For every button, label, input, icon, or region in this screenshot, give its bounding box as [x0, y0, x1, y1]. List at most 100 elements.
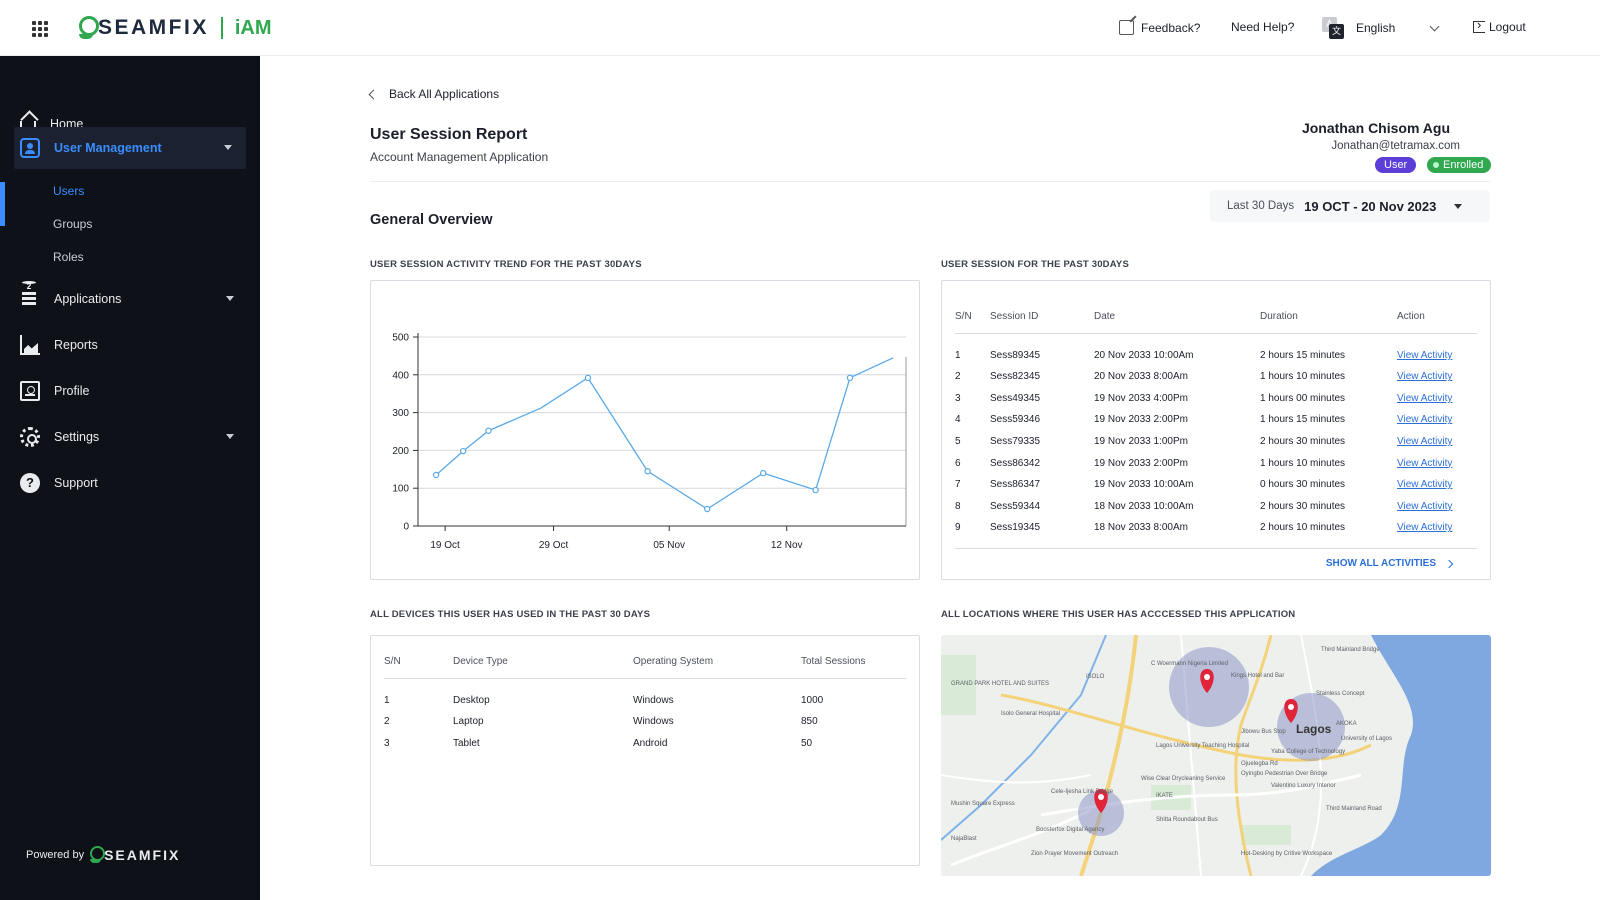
sidebar-item-support[interactable]: ? Support	[0, 462, 260, 504]
logout-icon	[1473, 17, 1485, 33]
x-tick-label: 29 Oct	[539, 540, 569, 551]
cell-session-id: Sess89345	[990, 350, 1041, 362]
cell-duration: 1 hours 10 minutes	[1260, 371, 1346, 383]
view-activity-link[interactable]: View Activity	[1397, 479, 1453, 491]
map-place-label: Oyingbo Pedestrian Over Bridge	[1241, 771, 1328, 777]
cell-device-type: Desktop	[453, 695, 490, 707]
cell-sn: 1	[384, 695, 390, 707]
help-link[interactable]: Need Help?	[1231, 20, 1294, 34]
devices-table: S/N Device Type Operating System Total S…	[384, 656, 906, 754]
sidebar-subitem-users[interactable]: Users	[53, 184, 85, 198]
caret-down-icon	[226, 434, 234, 439]
logout-button[interactable]: Logout	[1473, 17, 1526, 34]
map-place-label: Cele-Ijesha Link Bridge	[1051, 789, 1114, 795]
sidebar-item-settings[interactable]: Settings	[0, 416, 260, 458]
cell-device-type: Tablet	[453, 737, 480, 749]
view-activity-link[interactable]: View Activity	[1397, 436, 1453, 448]
data-point[interactable]	[812, 486, 819, 494]
table-row: 4 Sess59346 19 Nov 2033 2:00Pm 1 hours 15 m…	[955, 409, 1477, 431]
sidebar-item-reports[interactable]: Reports	[0, 324, 260, 366]
map-pin-icon[interactable]	[1094, 789, 1108, 813]
view-activity-link[interactable]: View Activity	[1397, 414, 1453, 426]
sidebar-subitem-groups[interactable]: Groups	[53, 217, 93, 231]
cell-session-id: Sess59344	[990, 500, 1041, 512]
view-activity-link[interactable]: View Activity	[1397, 371, 1453, 383]
table-row: 2 Laptop Windows 850	[384, 711, 906, 733]
user-management-icon	[20, 138, 40, 158]
y-tick-label: 300	[392, 408, 409, 419]
data-point[interactable]	[644, 467, 651, 475]
cell-duration: 2 hours 30 minutes	[1260, 436, 1346, 448]
sidebar-item-profile[interactable]: Profile	[0, 370, 260, 412]
sidebar-item-applications[interactable]: 2 Applications	[0, 278, 260, 320]
show-all-label: SHOW ALL ACTIVITIES	[1325, 558, 1436, 569]
map-pin-icon[interactable]	[1200, 669, 1214, 693]
powered-by-brand: SEAMFIX	[104, 846, 181, 863]
data-point[interactable]	[459, 447, 467, 455]
map-place-label: Ojuelegba Rd	[1241, 761, 1278, 767]
column-header: Total Sessions	[801, 656, 906, 679]
cell-session-id: Sess86347	[990, 479, 1041, 491]
cell-date: 19 Nov 2033 1:00Pm	[1094, 436, 1188, 448]
view-activity-link[interactable]: View Activity	[1397, 392, 1453, 404]
data-point[interactable]	[703, 505, 711, 513]
map-place-label: Yaba College of Technology	[1271, 749, 1345, 755]
status-badge: Enrolled	[1427, 157, 1492, 173]
app-grid-icon[interactable]	[32, 21, 48, 37]
sessions-card: S/N Session ID Date Duration Action 1 Ses…	[941, 280, 1491, 580]
cell-date: 19 Nov 2033 2:00Pm	[1094, 457, 1188, 469]
cell-duration: 2 hours 30 minutes	[1260, 500, 1346, 512]
map-place-label: Wise Clear Drycleaning Service	[1141, 776, 1226, 782]
table-row: 1 Sess89345 20 Nov 2033 10:00Am 2 hours 15 …	[955, 333, 1477, 366]
cell-session-id: Sess82345	[990, 371, 1041, 383]
cell-sn: 3	[955, 392, 961, 404]
data-point[interactable]	[760, 469, 767, 477]
x-tick-label: 19 Oct	[430, 540, 460, 551]
cell-os: Windows	[633, 716, 674, 728]
map-place-label: Lagos University Teaching Hospital	[1156, 743, 1249, 749]
chevron-left-icon	[368, 89, 379, 99]
map-pin-icon[interactable]	[1284, 699, 1298, 723]
view-activity-link[interactable]: View Activity	[1397, 350, 1453, 362]
data-point[interactable]	[584, 374, 592, 382]
back-label: Back All Applications	[389, 87, 500, 101]
map-place-label: Third Mainland Bridge	[1321, 647, 1380, 653]
cell-session-id: Sess86342	[990, 457, 1041, 469]
cell-session-id: Sess79335	[990, 436, 1041, 448]
date-range-filter[interactable]: Last 30 Days 19 OCT - 20 Nov 2023	[1210, 190, 1490, 222]
view-activity-link[interactable]: View Activity	[1397, 500, 1453, 512]
cell-action: View Activity	[1397, 431, 1477, 453]
cell-sn: 3	[384, 737, 390, 749]
locations-map[interactable]: Lagos ISOLO GRAND PARK HOTEL AND SUITES Is…	[941, 635, 1491, 876]
table-row: 3 Tablet Android 50	[384, 733, 906, 755]
cell-sn: 2	[384, 716, 390, 728]
cell-duration: 2 hours 10 minutes	[1260, 522, 1346, 534]
logout-label: Logout	[1489, 20, 1526, 34]
sidebar-item-user-management[interactable]: User Management	[14, 127, 246, 169]
view-activity-link[interactable]: View Activity	[1397, 457, 1453, 469]
cell-sn: 4	[955, 414, 961, 426]
back-link[interactable]: Back All Applications	[368, 87, 500, 101]
cell-duration: 0 hours 30 minutes	[1260, 479, 1346, 491]
map-place-label: Shitta Roundabout Bus	[1156, 817, 1218, 823]
feedback-link[interactable]: Feedback?	[1119, 20, 1200, 35]
cell-date: 20 Nov 2033 10:00Am	[1094, 350, 1194, 362]
cell-sn: 6	[955, 457, 961, 469]
chevron-down-icon	[1429, 21, 1440, 31]
cell-device-type: Laptop	[453, 716, 484, 728]
map-place-label: Mushin Square Express	[951, 801, 1015, 807]
seamfix-logo-icon	[78, 16, 99, 40]
view-activity-link[interactable]: View Activity	[1397, 522, 1453, 534]
settings-icon	[20, 427, 40, 447]
language-select[interactable]: A文 English	[1322, 17, 1440, 39]
data-point[interactable]	[846, 374, 854, 382]
app-logo[interactable]: SEAMFIX iAM	[78, 14, 272, 42]
y-tick-label: 400	[392, 370, 409, 381]
map-place-label: Kings Hotel and Bar	[1231, 673, 1284, 679]
map-place-label: C Woermann Nigeria Limited	[1151, 661, 1228, 667]
sidebar-subitem-roles[interactable]: Roles	[53, 250, 84, 264]
data-point[interactable]	[432, 471, 440, 479]
cell-action: View Activity	[1397, 496, 1477, 518]
data-point[interactable]	[485, 427, 492, 434]
show-all-activities-button[interactable]: SHOW ALL ACTIVITIES	[1325, 558, 1454, 569]
